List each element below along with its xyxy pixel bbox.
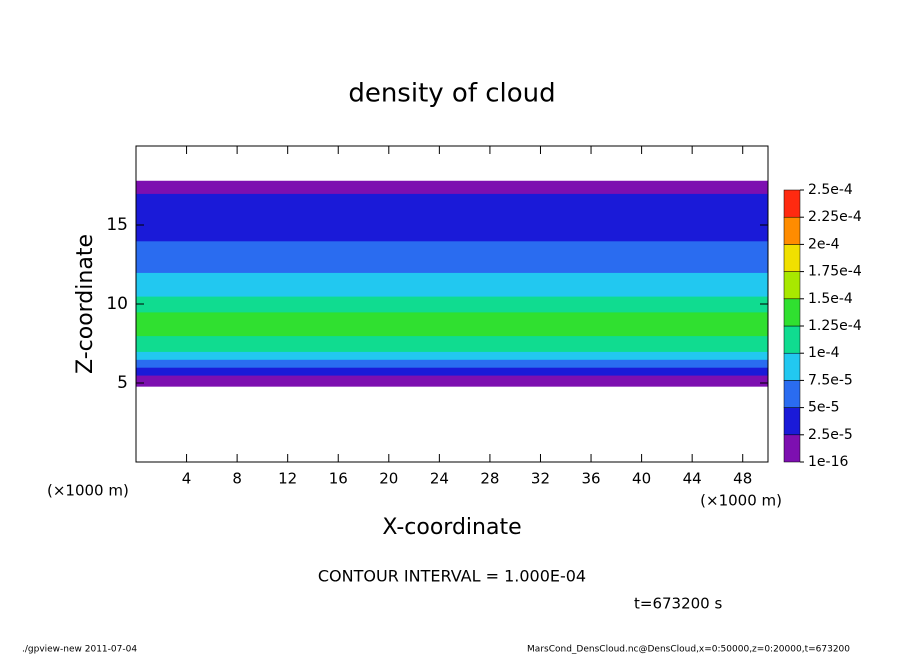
- contour-note: CONTOUR INTERVAL = 1.000E-04: [318, 567, 586, 586]
- colorbar-label: 2.25e-4: [808, 209, 862, 225]
- x-tick-label: 4: [182, 470, 192, 488]
- time-note: t=673200 s: [634, 595, 722, 613]
- y-tick-label: 10: [106, 294, 128, 314]
- x-tick-label: 36: [581, 470, 600, 488]
- density-band: [136, 180, 768, 194]
- x-unit-label: (×1000 m): [47, 482, 129, 500]
- density-band: [136, 193, 768, 210]
- x-tick-label: 24: [430, 470, 449, 488]
- chart-title: density of cloud: [348, 79, 555, 109]
- density-band: [136, 272, 768, 297]
- colorbar-label: 1e-4: [808, 345, 840, 361]
- colorbar-swatch: [783, 434, 801, 463]
- y-axis-label: Z-coordinate: [73, 234, 98, 374]
- density-band: [136, 296, 768, 313]
- x-tick-label: 44: [683, 470, 702, 488]
- x-tick-label: 40: [632, 470, 651, 488]
- density-band: [136, 311, 768, 337]
- density-band: [136, 351, 768, 360]
- colorbar-swatch: [783, 216, 801, 245]
- x-unit-label: (×1000 m): [700, 492, 782, 510]
- colorbar-swatch: [783, 244, 801, 272]
- colorbar-label: 5e-5: [808, 400, 839, 416]
- density-band: [136, 359, 768, 368]
- y-tick-label: 5: [117, 373, 128, 393]
- colorbar-label: 1.75e-4: [808, 264, 862, 280]
- colorbar-label: 2.5e-5: [808, 427, 853, 443]
- colorbar-label: 1.5e-4: [808, 291, 853, 307]
- y-tick-label: 15: [106, 215, 128, 235]
- density-band: [136, 335, 768, 352]
- x-axis-label: X-coordinate: [382, 515, 521, 540]
- colorbar-label: 1e-16: [808, 454, 848, 470]
- footer-right: MarsCond_DensCloud.nc@DensCloud,x=0:5000…: [527, 645, 850, 654]
- density-band: [136, 209, 768, 242]
- colorbar-swatch: [783, 189, 801, 218]
- colorbar-label: 2.5e-4: [808, 182, 853, 198]
- x-tick-label: 16: [329, 470, 348, 488]
- colorbar-label: 2e-4: [808, 236, 840, 252]
- colorbar-swatch: [783, 352, 801, 381]
- colorbar-label: 1.25e-4: [808, 318, 862, 334]
- colorbar-swatch: [783, 298, 801, 327]
- colorbar-swatch: [783, 271, 801, 300]
- x-tick-label: 32: [531, 470, 550, 488]
- colorbar-label: 7.5e-5: [808, 372, 853, 388]
- density-band: [136, 240, 768, 273]
- density-band: [136, 375, 768, 387]
- colorbar-swatch: [783, 380, 801, 408]
- x-tick-label: 48: [733, 470, 752, 488]
- x-tick-label: 8: [232, 470, 242, 488]
- colorbar-swatch: [783, 407, 801, 436]
- x-tick-label: 12: [278, 470, 297, 488]
- density-band: [136, 367, 768, 376]
- footer-left: ./gpview-new 2011-07-04: [22, 645, 137, 654]
- x-tick-label: 28: [480, 470, 499, 488]
- colorbar-swatch: [783, 325, 801, 354]
- x-tick-label: 20: [379, 470, 398, 488]
